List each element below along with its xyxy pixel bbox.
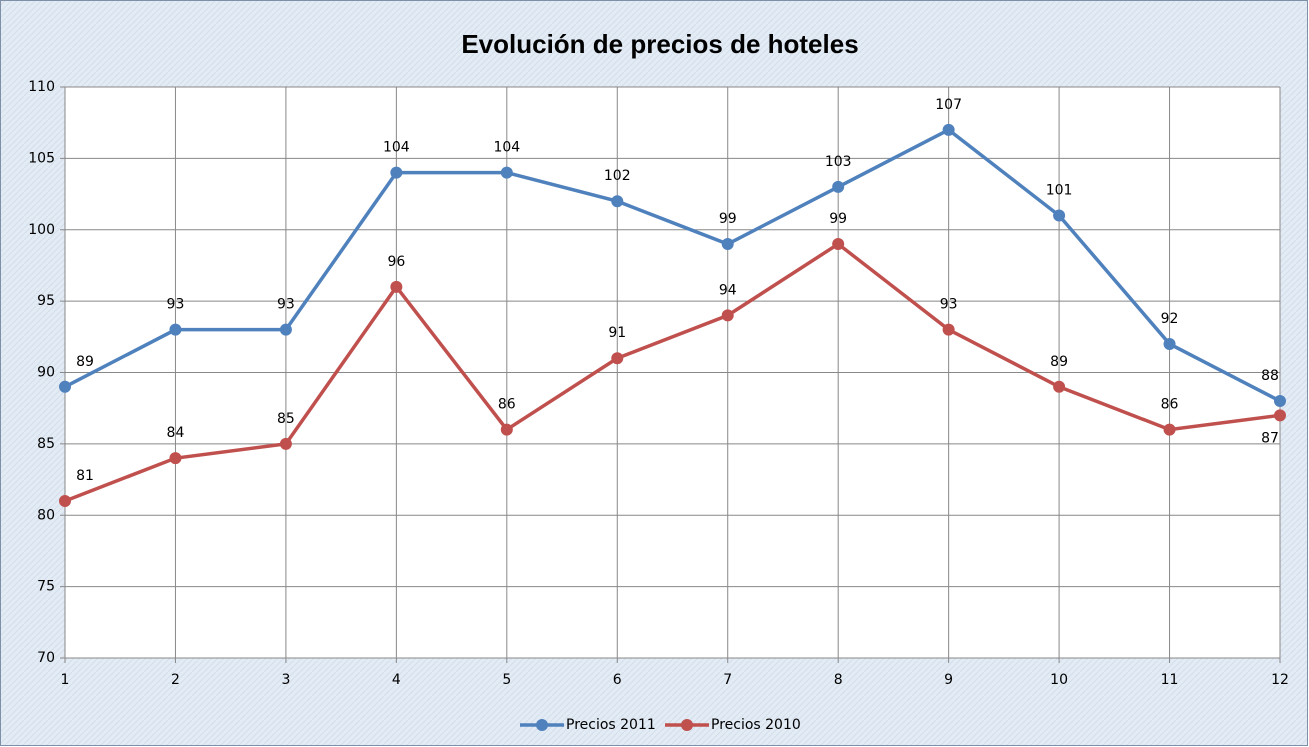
data-label: 99 — [829, 211, 847, 227]
point — [721, 238, 734, 251]
x-tick-label: 8 — [834, 672, 843, 688]
data-label: 85 — [277, 411, 295, 427]
point — [169, 323, 182, 336]
data-label: 102 — [604, 168, 631, 184]
point — [832, 238, 845, 251]
point — [1163, 337, 1176, 350]
data-label: 104 — [383, 140, 410, 156]
y-tick-label: 70 — [37, 650, 55, 666]
data-label: 94 — [719, 282, 737, 298]
y-tick-label: 85 — [37, 436, 55, 452]
data-label: 88 — [1261, 368, 1279, 384]
legend-label: Precios 2010 — [711, 717, 801, 733]
y-tick-label: 110 — [28, 79, 55, 95]
x-tick-label: 11 — [1161, 672, 1179, 688]
data-label: 93 — [940, 297, 958, 313]
legend-marker — [536, 719, 548, 731]
legend-label: Precios 2011 — [566, 717, 656, 733]
y-tick-label: 90 — [37, 365, 55, 381]
x-tick-label: 5 — [502, 672, 511, 688]
data-label: 93 — [277, 297, 295, 313]
data-label: 107 — [935, 97, 962, 113]
point — [611, 352, 624, 365]
data-label: 103 — [825, 154, 852, 170]
data-label: 93 — [167, 297, 185, 313]
data-label: 89 — [76, 354, 94, 370]
data-label: 91 — [608, 325, 626, 341]
chart-title: Evolución de precios de hoteles — [461, 29, 858, 59]
point — [390, 280, 403, 293]
x-tick-label: 12 — [1271, 672, 1289, 688]
x-tick-label: 7 — [723, 672, 732, 688]
data-label: 86 — [1161, 397, 1179, 413]
point — [721, 309, 734, 322]
point — [500, 166, 513, 179]
x-tick-label: 9 — [944, 672, 953, 688]
x-tick-label: 6 — [613, 672, 622, 688]
point — [1053, 209, 1066, 222]
data-label: 96 — [387, 254, 405, 270]
point — [1274, 395, 1286, 408]
x-tick-label: 4 — [392, 672, 401, 688]
x-tick-label: 2 — [171, 672, 180, 688]
point — [942, 123, 955, 136]
y-tick-label: 100 — [28, 222, 55, 238]
data-label: 87 — [1261, 430, 1279, 446]
data-label: 81 — [76, 468, 94, 484]
x-tick-label: 1 — [61, 672, 70, 688]
y-tick-label: 105 — [28, 150, 55, 166]
point — [390, 166, 403, 179]
y-tick-label: 80 — [37, 507, 55, 523]
series-line — [64, 127, 1281, 403]
data-label: 104 — [493, 140, 520, 156]
data-label: 101 — [1046, 182, 1073, 198]
point — [942, 323, 955, 336]
y-tick-label: 95 — [37, 293, 55, 309]
point — [611, 195, 624, 208]
point — [279, 437, 292, 450]
point — [1053, 380, 1066, 393]
point — [500, 423, 513, 436]
point — [59, 380, 71, 393]
x-tick-label: 10 — [1050, 672, 1068, 688]
point — [1274, 409, 1286, 422]
data-label: 89 — [1050, 354, 1068, 370]
data-label: 99 — [719, 211, 737, 227]
point — [279, 323, 292, 336]
legend-marker — [681, 719, 693, 731]
point — [169, 452, 182, 465]
point — [1163, 423, 1176, 436]
series-line — [64, 241, 1281, 503]
data-label: 92 — [1161, 311, 1179, 327]
y-tick-label: 75 — [37, 579, 55, 595]
data-label: 84 — [167, 425, 185, 441]
x-tick-label: 3 — [281, 672, 290, 688]
point — [832, 180, 845, 193]
data-label: 86 — [498, 397, 516, 413]
point — [59, 494, 71, 507]
